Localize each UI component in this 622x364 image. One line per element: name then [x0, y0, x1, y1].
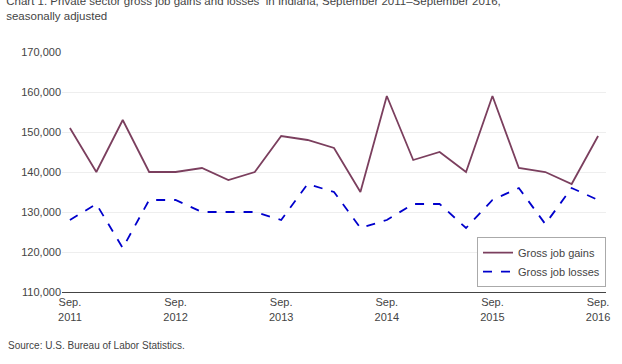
svg-text:150,000: 150,000 [21, 126, 61, 138]
svg-text:170,000: 170,000 [21, 46, 61, 58]
svg-text:Sep.2012: Sep.2012 [163, 296, 187, 322]
svg-text:140,000: 140,000 [21, 166, 61, 178]
svg-text:Gross job losses: Gross job losses [518, 266, 600, 278]
svg-text:Chart 1. Private sector gross: Chart 1. Private sector gross job gains … [6, 0, 501, 22]
svg-text:Sep.2014: Sep.2014 [375, 296, 399, 322]
svg-text:Source: U.S. Bureau of Labor S: Source: U.S. Bureau of Labor Statistics. [8, 340, 185, 351]
svg-text:Sep.2016: Sep.2016 [586, 296, 610, 322]
svg-text:110,000: 110,000 [22, 286, 61, 298]
svg-text:120,000: 120,000 [21, 246, 61, 258]
svg-text:Sep.2011: Sep.2011 [58, 296, 82, 322]
svg-text:160,000: 160,000 [21, 86, 61, 98]
svg-text:Sep.2013: Sep.2013 [269, 296, 293, 322]
svg-text:Gross job gains: Gross job gains [518, 247, 595, 259]
svg-text:Sep.2015: Sep.2015 [480, 296, 504, 322]
svg-text:130,000: 130,000 [21, 206, 61, 218]
